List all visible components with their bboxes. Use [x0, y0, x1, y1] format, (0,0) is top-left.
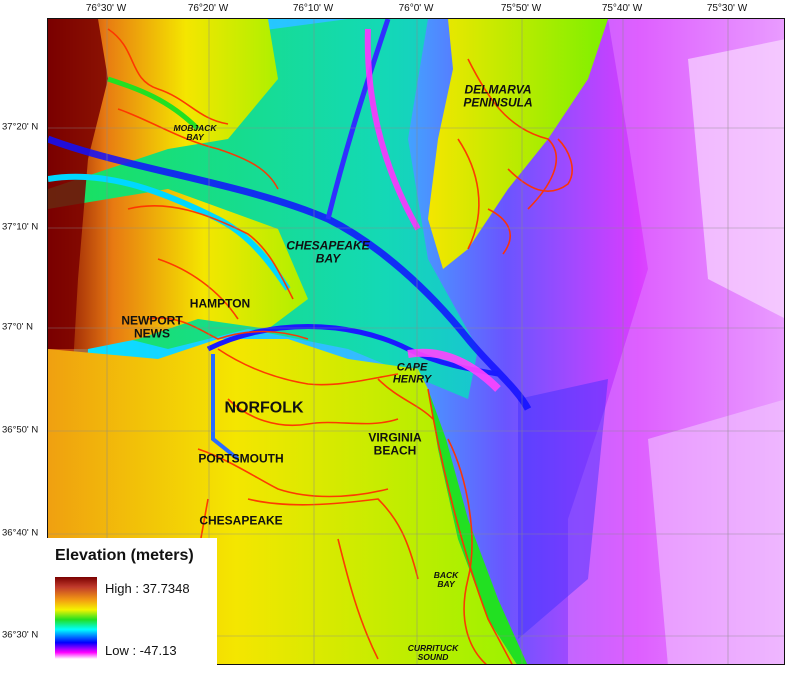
latitude-tick-label: 37°0' N — [2, 321, 33, 333]
place-label-hampton: HAMPTON — [189, 296, 251, 311]
place-label-chesapeake-bay: CHESAPEAKE BAY — [286, 238, 370, 265]
longitude-tick-label: 76°10' W — [292, 3, 334, 14]
place-label-mobjack-bay: MOBJACK BAY — [173, 123, 217, 142]
longitude-tick-label: 75°50' W — [500, 3, 542, 14]
place-label-portsmouth: PORTSMOUTH — [198, 451, 284, 466]
longitude-tick-label: 76°20' W — [187, 3, 229, 14]
latitude-tick-label: 37°10' N — [2, 221, 39, 233]
legend-color-ramp — [55, 577, 97, 659]
place-label-cape-henry: CAPE HENRY — [392, 361, 432, 385]
legend-title: Elevation (meters) — [55, 547, 194, 564]
elevation-legend: Elevation (meters) High : 37.7348 Low : … — [47, 538, 217, 666]
latitude-tick-label: 36°40' N — [2, 527, 39, 539]
latitude-tick-label: 36°50' N — [2, 424, 39, 436]
place-label-virginia-beach: VIRGINIA BEACH — [368, 430, 422, 457]
longitude-tick-label: 76°0' W — [398, 3, 434, 14]
legend-high-label: High : 37.7348 — [105, 581, 190, 596]
place-label-norfolk: NORFOLK — [224, 399, 304, 417]
legend-low-label: Low : -47.13 — [105, 643, 177, 658]
latitude-tick-label: 36°30' N — [2, 629, 39, 641]
longitude-tick-label: 75°30' W — [706, 3, 748, 14]
place-label-newport-news: NEWPORT NEWS — [121, 313, 183, 340]
place-label-currituck-sound: CURRITUCK SOUND — [407, 643, 459, 662]
longitude-tick-label: 76°30' W — [85, 3, 127, 14]
place-label-delmarva: DELMARVA PENINSULA — [463, 82, 533, 109]
longitude-tick-label: 75°40' W — [601, 3, 643, 14]
place-label-chesapeake: CHESAPEAKE — [199, 513, 283, 528]
latitude-tick-label: 37°20' N — [2, 121, 39, 133]
place-label-back-bay: BACK BAY — [433, 570, 459, 589]
